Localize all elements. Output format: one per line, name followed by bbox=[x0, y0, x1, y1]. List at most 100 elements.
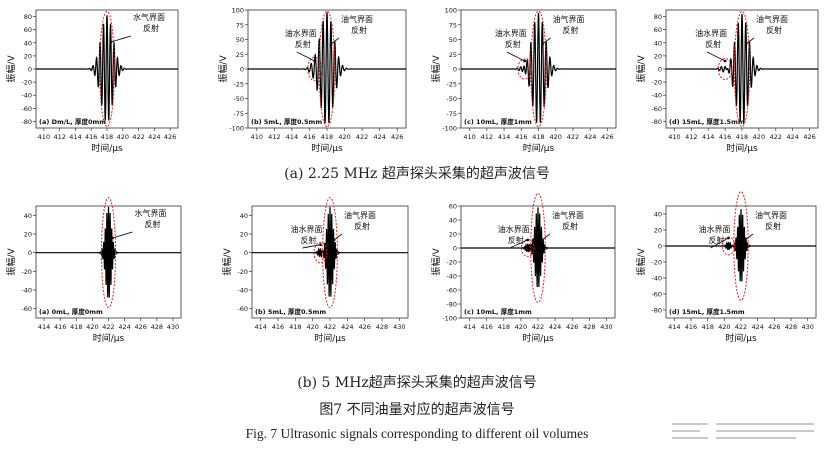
y-tick-label: -80 bbox=[446, 301, 457, 309]
y-tick-label: 40 bbox=[240, 212, 248, 220]
x-tick-label: 430 bbox=[801, 323, 813, 331]
figure-title-cn: 图7 不同油量对应的超声波信号 bbox=[319, 402, 515, 418]
y-tick-label: 100 bbox=[232, 7, 244, 15]
annotation-label: 油水界面 bbox=[285, 28, 317, 38]
x-tick-label: 424 bbox=[549, 323, 561, 331]
x-tick-label: 420 bbox=[515, 323, 527, 331]
highlight-ellipse bbox=[318, 10, 336, 128]
arrow-head bbox=[332, 238, 336, 242]
y-tick-label: 40 bbox=[24, 212, 32, 220]
y-tick-label: 60 bbox=[654, 26, 662, 34]
y-axis-label: 振幅/V bbox=[221, 248, 233, 276]
signal-line bbox=[666, 209, 816, 282]
y-tick-label: 80 bbox=[654, 13, 662, 21]
annotation-label: 反射 bbox=[705, 39, 721, 49]
highlight-ellipse bbox=[307, 56, 323, 82]
x-tick-label: 424 bbox=[118, 323, 130, 331]
x-tick-label: 416 bbox=[85, 133, 97, 141]
annotation-arrow bbox=[506, 51, 525, 62]
x-axis-label: 时间/μs bbox=[522, 332, 554, 344]
y-tick-label: -60 bbox=[446, 287, 457, 295]
x-tick-label: 420 bbox=[306, 323, 318, 331]
y-tick-label: -50 bbox=[233, 95, 244, 103]
y-tick-label: 50 bbox=[236, 36, 244, 44]
y-tick-label: -40 bbox=[446, 273, 457, 281]
y-tick-label: -60 bbox=[651, 105, 662, 113]
figure-title-en: Fig. 7 Ultrasonic signals corresponding … bbox=[245, 426, 589, 441]
arrow-head bbox=[526, 238, 530, 242]
x-tick-label: 420 bbox=[718, 323, 730, 331]
x-tick-label: 426 bbox=[566, 323, 578, 331]
arrow-head bbox=[727, 236, 730, 240]
y-tick-label: -60 bbox=[651, 291, 662, 299]
x-tick-label: 424 bbox=[786, 133, 798, 141]
y-tick-label: -25 bbox=[446, 80, 457, 88]
annotation-label: 反射 bbox=[508, 235, 524, 245]
x-tick-label: 416 bbox=[480, 323, 492, 331]
x-tick-label: 424 bbox=[341, 323, 353, 331]
x-tick-label: 428 bbox=[151, 323, 163, 331]
chart-panel-b3: -100 -80 -60 -40 -20 0 20 40 60 414 416 418 420 422 42… bbox=[430, 192, 616, 344]
annotation-arrow bbox=[745, 37, 755, 45]
x-tick-label: 414 bbox=[38, 323, 50, 331]
x-tick-label: 420 bbox=[86, 323, 98, 331]
x-tick-label: 430 bbox=[600, 323, 612, 331]
chart-panel-a2: -100 -75 -50 -25 0 25 50 75 100 410 412 414 416 418 42… bbox=[217, 7, 407, 154]
y-tick-label: 60 bbox=[24, 26, 32, 34]
y-tick-label: -75 bbox=[233, 110, 244, 118]
y-tick-label: -80 bbox=[21, 118, 32, 126]
y-axis-label: 振幅/V bbox=[635, 248, 647, 276]
annotation-arrow bbox=[333, 233, 343, 241]
arrow-head bbox=[319, 243, 322, 247]
arrow-head bbox=[744, 42, 748, 46]
chart-panel-a4: -80 -60 -40 -20 0 20 40 60 80 410 412 414 416 418 420 4… bbox=[635, 9, 819, 154]
x-tick-label: 430 bbox=[393, 323, 405, 331]
annotation-label: 反射 bbox=[505, 39, 521, 49]
x-tick-label: 414 bbox=[254, 323, 266, 331]
arrow-head bbox=[111, 236, 114, 240]
x-tick-label: 426 bbox=[803, 133, 815, 141]
y-tick-label: -100 bbox=[229, 125, 244, 133]
annotation-label: 油气界面 bbox=[553, 14, 585, 24]
y-tick-label: 40 bbox=[24, 39, 32, 47]
x-tick-label: 418 bbox=[736, 133, 748, 141]
annotation-label: 油水界面 bbox=[699, 224, 731, 234]
x-tick-label: 420 bbox=[753, 133, 765, 141]
panel-label: (d) 15mL, 厚度1.5mm bbox=[669, 117, 745, 126]
y-axis-label: 振幅/V bbox=[5, 55, 17, 83]
x-tick-label: 426 bbox=[358, 323, 370, 331]
y-tick-label: -20 bbox=[651, 79, 662, 87]
chart-panel-b2: -60 -40 -20 0 20 40 414 416 418 420 422 424 426 428 43… bbox=[221, 197, 409, 344]
chart-panel-b4: -80 -60 -40 -20 0 20 40 414 416 418 420 422 424 426 42… bbox=[635, 191, 817, 344]
signal-line bbox=[252, 206, 408, 297]
y-tick-label: 0 bbox=[244, 249, 248, 257]
y-tick-label: 80 bbox=[24, 13, 32, 21]
y-tick-label: -40 bbox=[237, 287, 248, 295]
x-tick-label: 410 bbox=[38, 133, 50, 141]
x-tick-label: 422 bbox=[356, 133, 368, 141]
x-tick-label: 416 bbox=[272, 323, 284, 331]
x-tick-label: 420 bbox=[338, 133, 350, 141]
y-tick-label: 0 bbox=[658, 243, 662, 251]
x-tick-label: 424 bbox=[373, 133, 385, 141]
y-tick-label: 0 bbox=[453, 66, 457, 74]
x-axis-label: 时间/μs bbox=[726, 142, 758, 154]
highlight-ellipse bbox=[517, 58, 533, 80]
annotation-label: 反射 bbox=[351, 25, 367, 35]
y-tick-label: 100 bbox=[445, 7, 457, 15]
y-tick-label: 60 bbox=[449, 203, 457, 211]
signal-line bbox=[461, 207, 615, 287]
signal-line bbox=[461, 12, 616, 123]
y-tick-label: 0 bbox=[28, 249, 32, 257]
x-tick-label: 428 bbox=[376, 323, 388, 331]
arrow-head bbox=[313, 59, 317, 63]
x-tick-label: 412 bbox=[268, 133, 280, 141]
highlight-ellipse bbox=[530, 192, 546, 304]
y-tick-label: -25 bbox=[233, 80, 244, 88]
x-tick-label: 424 bbox=[584, 133, 596, 141]
y-tick-label: 40 bbox=[449, 217, 457, 225]
x-tick-label: 422 bbox=[132, 133, 144, 141]
x-axis-label: 时间/μs bbox=[725, 332, 757, 344]
y-tick-label: -20 bbox=[651, 259, 662, 267]
